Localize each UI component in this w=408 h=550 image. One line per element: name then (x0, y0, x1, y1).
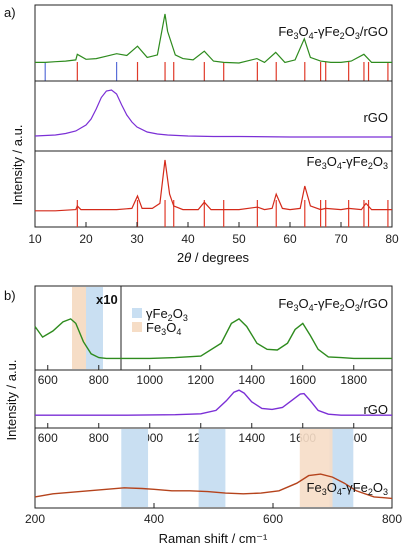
panel-b-composite-label: Fe3O4-γFe2O3/rGO (278, 296, 388, 313)
panel-b-rgo-label: rGO (363, 402, 388, 417)
panel-a-rgo-label: rGO (363, 110, 388, 125)
x-tick-label: 600 (38, 431, 58, 445)
panel-a-composite-label: Fe3O4-γFe2O3/rGO (278, 24, 388, 41)
x-tick-label: 800 (382, 512, 402, 526)
panel-a-frame-3 (34, 150, 393, 228)
panel-a-reference-lines-bottom (76, 200, 389, 227)
x-tick-label: 1400 (238, 373, 265, 387)
panel-b1-band-blue (86, 287, 103, 369)
panel-a-label: a) (4, 5, 16, 20)
x-tick-label: 30 (130, 232, 144, 246)
legend-label-fe3o4: Fe3O4 (146, 320, 181, 337)
panel-b3-bands (121, 429, 354, 507)
panel-b-oxide-label: Fe3O4-γFe2O3 (307, 480, 388, 497)
x-tick-label: 50 (232, 232, 246, 246)
x-tick-label: 1200 (187, 373, 214, 387)
band-fe3o4 (299, 429, 333, 507)
legend-swatch-fe3o4 (132, 322, 142, 332)
x-tick-label: 40 (181, 232, 195, 246)
x-tick-label: 1400 (238, 431, 265, 445)
panel-b-composite-line (34, 318, 392, 360)
x-tick-label: 600 (263, 512, 283, 526)
x-tick-label: 1800 (340, 373, 367, 387)
x-tick-label: 1000 (136, 373, 163, 387)
x-tick-label: 10 (28, 232, 42, 246)
x-tick-label: 200 (25, 512, 45, 526)
x-tick-label: 800 (89, 373, 109, 387)
panel-a-ylabel: Intensity / a.u. (10, 125, 25, 206)
panel-a-frame-2 (34, 80, 393, 152)
panel-a-reference-lines (44, 62, 389, 81)
panel-a-composite-line (35, 13, 392, 64)
panel-a-x-ticks: 10 20 30 40 50 60 70 80 (28, 222, 399, 246)
band-gfe2o3 (198, 429, 226, 507)
panel-b1-band-orange (72, 287, 86, 369)
band-gfe2o3 (121, 429, 149, 507)
panel-b3-x-ticks: 200 400 600 800 (25, 503, 402, 526)
x-tick-label: 800 (89, 431, 109, 445)
panel-a-frame-1 (34, 4, 393, 82)
panel-a-oxide-label: Fe3O4-γFe2O3 (307, 154, 388, 171)
panel-b1-x10-label: x10 (96, 292, 118, 307)
band-gfe2o3 (329, 429, 354, 507)
panel-a-rgo-line (34, 89, 392, 138)
panel-a-oxide-line (35, 159, 392, 212)
panel-b-label: b) (4, 288, 16, 303)
x-tick-label: 20 (79, 232, 93, 246)
x-tick-label: 60 (283, 232, 297, 246)
x-tick-label: 1600 (289, 373, 316, 387)
panel-b1-x-ticks: 600 800 1000 1200 1400 1600 1800 (38, 365, 367, 387)
panel-b-ylabel: Intensity / a.u. (4, 360, 19, 441)
x-tick-label: 400 (144, 512, 164, 526)
x-tick-label: 80 (385, 232, 399, 246)
legend-swatch-gfe2o3 (132, 308, 142, 318)
legend-label-gfe2o3: γFe2O3 (146, 306, 188, 323)
panel-a-xlabel: 2θ / degrees (177, 250, 250, 265)
x-tick-label: 600 (38, 373, 58, 387)
x-tick-label: 70 (334, 232, 348, 246)
panel-b-rgo-line (35, 389, 392, 416)
panel-b-xlabel: Raman shift / cm⁻¹ (159, 531, 268, 546)
panel-b-oxide-line (34, 473, 393, 500)
panel-b-frame-3 (34, 427, 393, 509)
